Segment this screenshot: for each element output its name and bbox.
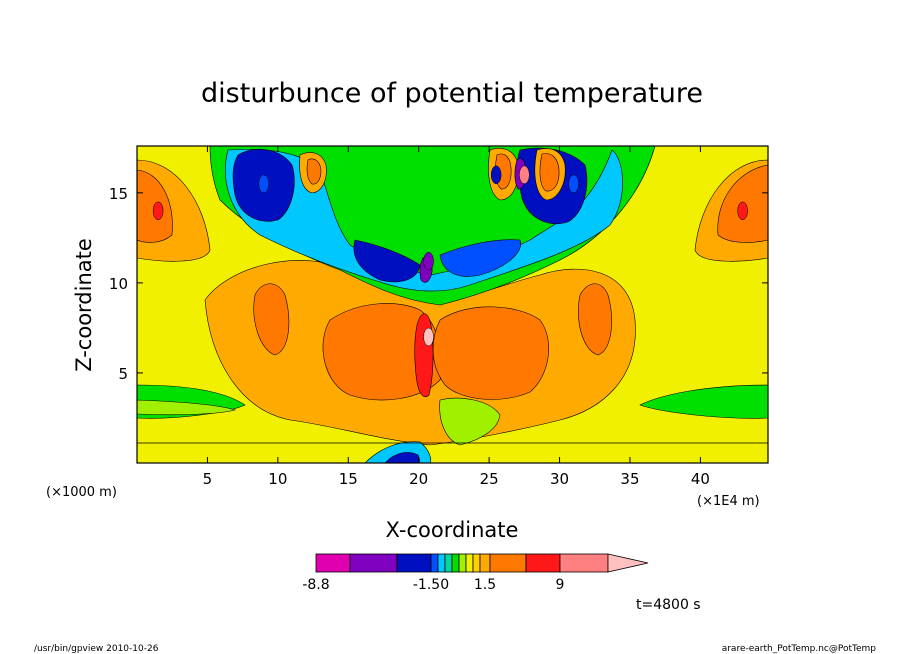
colorbar-cell [559, 553, 609, 573]
y-axis: 5 10 15 [109, 185, 768, 383]
x-tick-label: 5 [203, 470, 213, 488]
x-tick-label: 25 [480, 470, 499, 488]
contour-extremum [519, 165, 530, 185]
colorbar: -8.8 -1.50 1.5 9 [302, 553, 649, 593]
x-scale-note: (×1000 m) [46, 485, 117, 500]
colorbar-cell [465, 553, 474, 573]
y-tick-label: 15 [109, 185, 128, 203]
colorbar-cell [437, 553, 446, 573]
contour-region [639, 384, 768, 419]
colorbar-label: 9 [556, 577, 565, 593]
footer-right: arare-earth_PotTemp.nc@PotTemp [722, 644, 877, 654]
colorbar-cell [472, 553, 481, 573]
contour-extremum [152, 201, 164, 221]
contour-region [432, 306, 550, 400]
colorbar-cell [444, 553, 453, 573]
chart-title: disturbunce of potential temperature [201, 78, 703, 109]
y-tick-label: 5 [118, 365, 128, 383]
x-tick-label: 40 [691, 470, 710, 488]
colorbar-label: -1.50 [413, 577, 449, 593]
contour-extremum [737, 201, 748, 221]
colorbar-cell [396, 553, 432, 573]
contour-region [539, 153, 560, 192]
x-tick-label: 30 [550, 470, 569, 488]
contour-region [225, 149, 623, 292]
contour-region [578, 283, 612, 356]
colorbar-cell [489, 553, 527, 573]
contour-extremum [423, 252, 434, 271]
colorbar-cell [458, 553, 467, 573]
x-tick-label: 35 [620, 470, 639, 488]
colorbar-cell [315, 553, 351, 573]
contour-extremum [258, 174, 270, 194]
colorbar-cell [349, 553, 398, 573]
contour-extremum [423, 327, 434, 347]
contour-region [253, 283, 290, 356]
colorbar-cell [525, 553, 561, 573]
contour-region [439, 397, 501, 446]
x-unit-note: (×1E4 m) [697, 494, 760, 509]
contour-extremum [568, 174, 579, 194]
contour-region [322, 303, 443, 401]
x-tick-label: 20 [409, 470, 428, 488]
colorbar-label: 1.5 [474, 577, 496, 593]
plot-frame [136, 145, 769, 464]
contour-field [137, 146, 768, 463]
time-annotation: t=4800 s [636, 597, 701, 613]
x-axis: 5 10 15 20 25 30 35 40 [203, 146, 710, 488]
x-tick-label: 15 [339, 470, 358, 488]
y-tick-label: 10 [109, 275, 128, 293]
x-tick-label: 10 [268, 470, 287, 488]
contour-region [439, 239, 522, 277]
y-axis-label: Z-coordinate [72, 238, 96, 372]
contour-region [137, 399, 237, 416]
colorbar-cell [430, 553, 439, 573]
colorbar-cell [451, 553, 460, 573]
contour-region [414, 313, 434, 398]
plot-area: 5 10 15 20 25 30 35 40 5 10 15 [109, 145, 769, 488]
colorbar-arrow [607, 553, 649, 573]
contour-extremum [490, 165, 502, 185]
x-axis-label: X-coordinate [386, 518, 519, 542]
contour-region [306, 158, 322, 185]
contour-region [353, 239, 421, 283]
colorbar-cell [479, 553, 491, 573]
colorbar-label: -8.8 [302, 577, 329, 593]
footer-left: /usr/bin/gpview 2010-10-26 [34, 644, 159, 654]
